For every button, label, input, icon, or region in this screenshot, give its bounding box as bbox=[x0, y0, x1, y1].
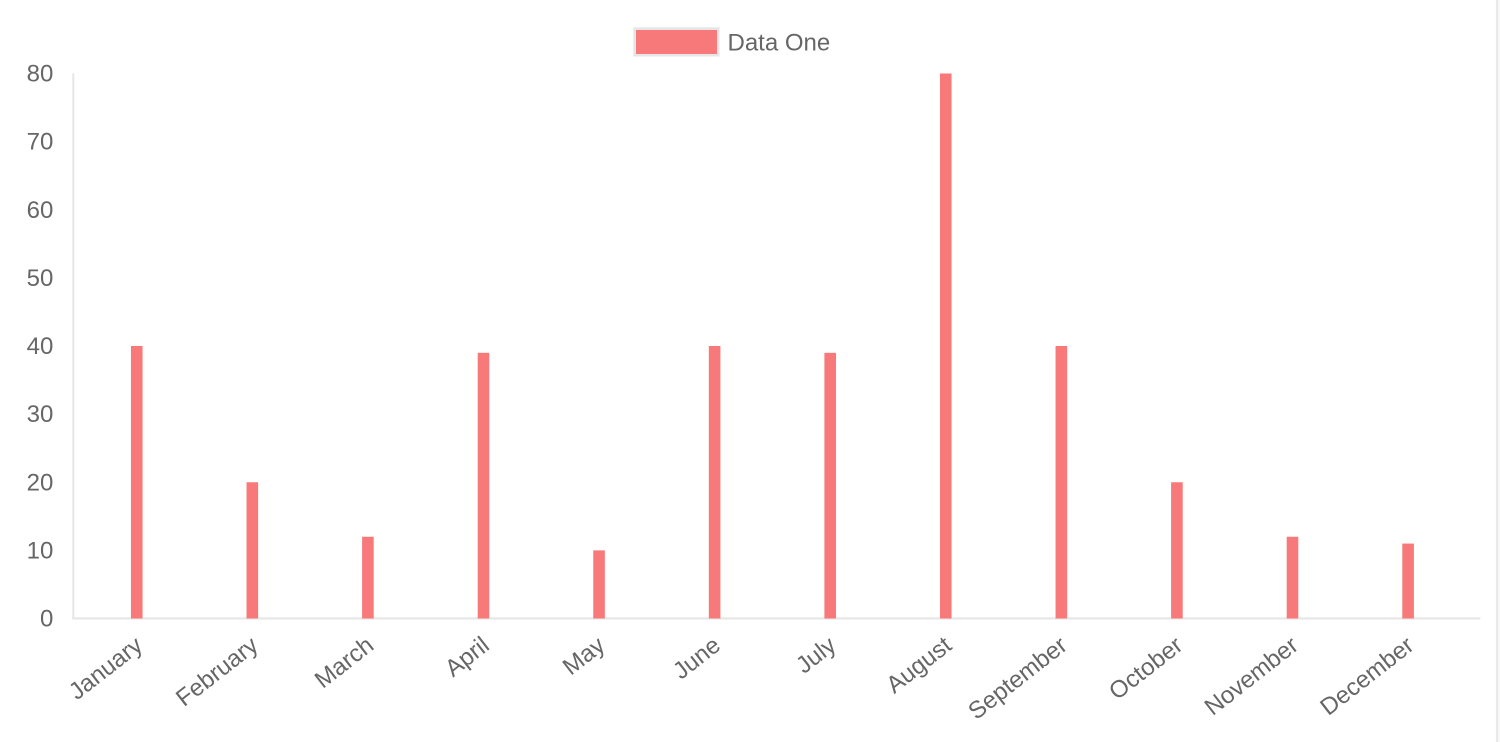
svg-text:30: 30 bbox=[27, 401, 54, 428]
svg-text:Data One: Data One bbox=[728, 30, 831, 57]
svg-text:70: 70 bbox=[27, 129, 54, 156]
svg-text:0: 0 bbox=[40, 606, 53, 633]
svg-text:40: 40 bbox=[27, 333, 54, 360]
svg-text:50: 50 bbox=[27, 265, 54, 292]
svg-text:10: 10 bbox=[27, 537, 54, 564]
svg-text:60: 60 bbox=[27, 197, 54, 224]
svg-text:80: 80 bbox=[27, 61, 54, 88]
svg-text:20: 20 bbox=[27, 469, 54, 496]
